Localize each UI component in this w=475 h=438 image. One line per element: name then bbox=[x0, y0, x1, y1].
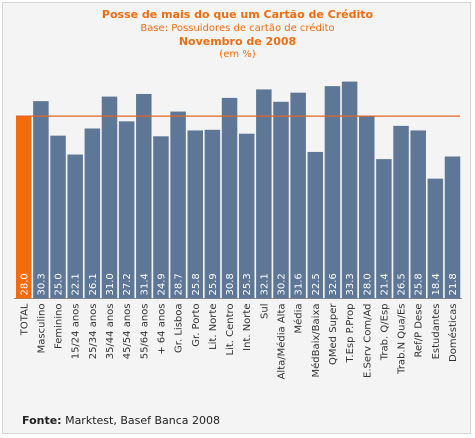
value-label: 30.2 bbox=[277, 273, 288, 295]
category-label: Lit. Norte bbox=[208, 304, 219, 350]
source-text: Marktest, Basef Banca 2008 bbox=[61, 414, 221, 427]
category-label: Alta/Média Alta bbox=[276, 304, 288, 380]
category-label: Sul bbox=[259, 304, 270, 319]
bar-20 bbox=[359, 116, 375, 299]
source-label: Fonte: bbox=[22, 414, 62, 427]
bar-1 bbox=[33, 101, 49, 299]
category-label: 15/24 anos bbox=[71, 304, 82, 360]
category-label: QMed Super bbox=[328, 303, 339, 365]
category-label: Gr. Porto bbox=[191, 304, 202, 347]
category-label: MédBaix/Baixa bbox=[310, 304, 322, 378]
bar-3 bbox=[67, 154, 83, 299]
bar-23 bbox=[410, 130, 426, 299]
value-label: 31.0 bbox=[105, 273, 116, 295]
chart-header: Posse de mais do que um Cartão de Crédit… bbox=[0, 8, 475, 61]
chart-period: Novembro de 2008 bbox=[178, 35, 297, 48]
value-label: 30.3 bbox=[36, 273, 47, 295]
category-label: Feminino bbox=[54, 304, 65, 349]
bar-16 bbox=[290, 92, 306, 299]
value-label: 22.1 bbox=[71, 273, 82, 295]
category-label: Domésticas bbox=[447, 304, 459, 362]
category-label: TOTAL bbox=[19, 303, 30, 336]
value-label: 33.3 bbox=[345, 273, 356, 295]
category-label: Int. Norte bbox=[242, 304, 253, 351]
category-label: 55/64 anos bbox=[139, 304, 150, 360]
bar-8 bbox=[153, 136, 169, 299]
category-label: 25/34 anos bbox=[88, 304, 99, 360]
category-label: 35/44 anos bbox=[105, 304, 116, 360]
value-label: 32.1 bbox=[259, 273, 270, 295]
value-label: 25.8 bbox=[414, 273, 425, 295]
bar-17 bbox=[307, 151, 324, 299]
value-label: 18.4 bbox=[431, 273, 442, 295]
bar-10 bbox=[187, 130, 203, 299]
category-label: Ref/P Dese bbox=[414, 304, 425, 358]
category-label: Gr. Lisboa bbox=[174, 304, 185, 353]
value-label: 28.7 bbox=[174, 273, 185, 295]
bar-11 bbox=[204, 129, 221, 299]
value-label: 27.2 bbox=[122, 273, 133, 295]
value-label: 31.6 bbox=[294, 273, 305, 295]
value-label: 22.5 bbox=[311, 273, 322, 295]
value-label: 25.3 bbox=[242, 273, 253, 295]
chart-subtitle: Base: Possuidores de cartão de crédito bbox=[140, 23, 335, 34]
bar-9 bbox=[170, 111, 186, 299]
source-note: Fonte: Marktest, Basef Banca 2008 bbox=[22, 414, 220, 427]
bar-15 bbox=[273, 101, 289, 299]
bar-22 bbox=[393, 125, 409, 299]
value-label: 28.0 bbox=[362, 273, 373, 295]
bar-25 bbox=[444, 156, 461, 299]
value-label: 28.0 bbox=[19, 273, 30, 295]
value-label: 25.8 bbox=[191, 273, 202, 295]
value-label: 26.1 bbox=[88, 273, 99, 295]
category-label: Média bbox=[293, 304, 305, 334]
value-label: 32.6 bbox=[328, 273, 339, 295]
bar-6 bbox=[118, 121, 135, 299]
category-label: + 64 anos bbox=[156, 304, 167, 355]
bar-7 bbox=[136, 93, 152, 299]
category-label: Estudantes bbox=[431, 304, 442, 360]
category-label: 45/54 anos bbox=[122, 304, 133, 360]
value-label: 21.8 bbox=[448, 273, 459, 295]
category-label: Trab. Q/Esp bbox=[379, 304, 390, 362]
value-label: 31.4 bbox=[139, 273, 150, 295]
bar-19 bbox=[341, 81, 358, 299]
category-label: E.Serv Com/Ad bbox=[362, 304, 373, 378]
value-label: 30.8 bbox=[225, 273, 236, 295]
bar-18 bbox=[324, 86, 341, 299]
bar-12 bbox=[221, 97, 238, 299]
chart-title: Posse de mais do que um Cartão de Crédit… bbox=[101, 8, 374, 21]
value-label: 26.5 bbox=[397, 273, 408, 295]
bar-24 bbox=[427, 178, 444, 299]
category-label: T.Esp P.Prop bbox=[345, 304, 356, 364]
bar-21 bbox=[376, 159, 392, 299]
chart-unit: (em %) bbox=[219, 49, 256, 60]
bar-4 bbox=[84, 128, 101, 299]
value-label: 24.9 bbox=[156, 273, 167, 295]
value-label: 25.0 bbox=[54, 273, 65, 295]
bar-14 bbox=[256, 89, 272, 299]
category-label: Masculino bbox=[36, 304, 47, 354]
bar-13 bbox=[238, 133, 255, 299]
value-label: 25.9 bbox=[208, 273, 219, 295]
bar-0 bbox=[16, 116, 32, 299]
bar-2 bbox=[50, 135, 66, 299]
category-label: Trab.N Qua/Es bbox=[397, 304, 408, 375]
value-label: 21.4 bbox=[379, 273, 390, 295]
category-label: Lit. Centro bbox=[225, 304, 236, 356]
bar-5 bbox=[101, 96, 118, 299]
